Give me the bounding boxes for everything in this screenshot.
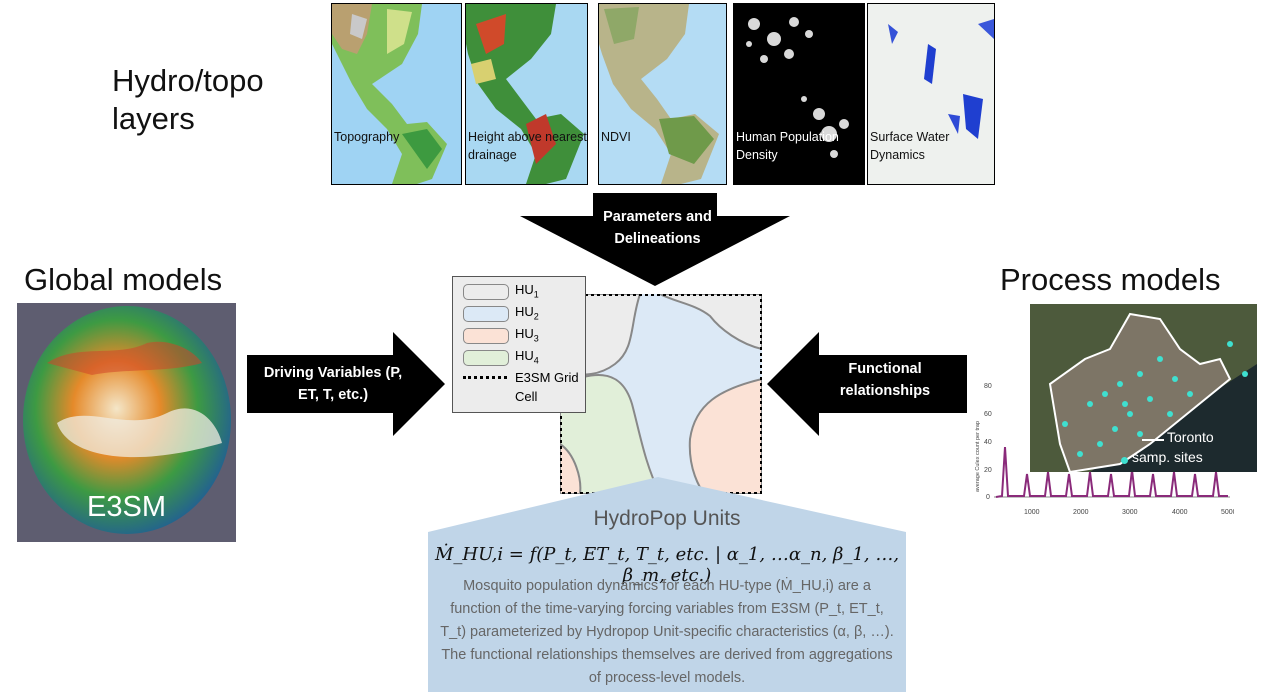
- hydropop-title: HydroPop Units: [593, 507, 741, 530]
- grid-cell-swatch: [463, 376, 507, 379]
- hydropop-equation: Ṁ_HU,i = f(P_t, ET_t, T_t, etc. | α_1, ……: [434, 544, 900, 586]
- ytick-20: 20: [984, 467, 992, 474]
- population-panel: Human Population Density: [733, 3, 865, 185]
- hu4-swatch: [463, 350, 509, 366]
- parameters-arrow-label: Parameters and Delineations: [603, 209, 712, 247]
- ytick-60: 60: [984, 411, 992, 418]
- chart-series-line: [995, 446, 1228, 498]
- hu3-text: HU: [515, 326, 534, 341]
- hu-grid-cell: [560, 294, 762, 494]
- toronto-map-image: [1048, 312, 1257, 472]
- topography-map: [332, 4, 447, 184]
- surface-water-panel: Surface Water Dynamics: [867, 3, 995, 185]
- hu1-swatch: [463, 284, 509, 300]
- toronto-map: Toronto samp. sites: [1030, 304, 1257, 472]
- hu4-sub: 4: [533, 355, 539, 366]
- ytick-40: 40: [984, 439, 992, 446]
- population-map: [746, 17, 849, 158]
- sites-legend-dot: [1121, 457, 1128, 464]
- ytick-80: 80: [984, 383, 992, 390]
- hu2-sub: 2: [533, 311, 539, 322]
- xtick-4000: 4000: [1172, 509, 1188, 516]
- surface-water-map: [888, 19, 994, 139]
- global-models-title: Global models: [24, 262, 223, 297]
- toronto-legend-line: [1142, 439, 1164, 441]
- grid-cell-label: E3SM Grid Cell: [515, 370, 579, 404]
- xtick-2000: 2000: [1073, 509, 1089, 516]
- driving-variables-label: Driving Variables (P, ET, T, etc.): [263, 365, 403, 403]
- chart-ylabel: average Culex count per trap: [975, 421, 981, 492]
- topography-panel: Topography: [331, 3, 462, 185]
- hu-legend: HU1 HU2 HU3 HU4 E3SM Grid Cell: [452, 276, 586, 413]
- driving-variables-arrow: [247, 332, 445, 436]
- xtick-1000: 1000: [1024, 509, 1040, 516]
- globe-image: [23, 306, 231, 534]
- ndvi-map: [599, 4, 719, 184]
- hu1-sub: 1: [533, 289, 539, 300]
- chart-y-ticks: 80 60 40 20 0: [984, 383, 992, 501]
- hydro-topo-title: Hydro/topo layers: [112, 63, 264, 136]
- globe-label: E3SM: [87, 491, 166, 523]
- culex-chart: 80 60 40 20 0 average Culex count per tr…: [975, 383, 1234, 516]
- layer-label-topography: Topography: [334, 130, 400, 144]
- xtick-5000: 5000: [1221, 509, 1234, 516]
- hydropop-panel-bg: [428, 477, 906, 692]
- hu3-sub: 3: [533, 333, 539, 344]
- chart-x-ticks: 1000 2000 3000 4000 5000: [1024, 509, 1234, 516]
- hand-map: [466, 4, 584, 184]
- functional-relationships-label: Functional relationships: [839, 361, 931, 399]
- toronto-legend-label: Toronto: [1167, 429, 1214, 445]
- ndvi-panel: NDVI: [598, 3, 727, 185]
- globe-panel: E3SM: [17, 303, 236, 542]
- process-models-title: Process models: [1000, 262, 1221, 297]
- ytick-0: 0: [986, 494, 990, 501]
- layer-label-ndvi: NDVI: [601, 130, 631, 144]
- hydropop-description: Mosquito population dynamics for each HU…: [440, 578, 894, 686]
- hu2-swatch: [463, 306, 509, 322]
- hand-panel: Height above nearest drainage: [465, 3, 588, 185]
- layer-label-population: Human Population Density: [736, 130, 839, 162]
- xtick-3000: 3000: [1122, 509, 1138, 516]
- sites-legend-label: samp. sites: [1132, 449, 1203, 465]
- hu1-text: HU: [515, 282, 534, 297]
- functional-relationships-arrow: [767, 332, 967, 436]
- hu2-text: HU: [515, 304, 534, 319]
- hu4-text: HU: [515, 348, 534, 363]
- hu3-swatch: [463, 328, 509, 344]
- parameters-arrow: [520, 193, 790, 286]
- layer-label-hand: Height above nearest drainage: [468, 130, 587, 162]
- layer-label-surface-water: Surface Water Dynamics: [870, 130, 950, 162]
